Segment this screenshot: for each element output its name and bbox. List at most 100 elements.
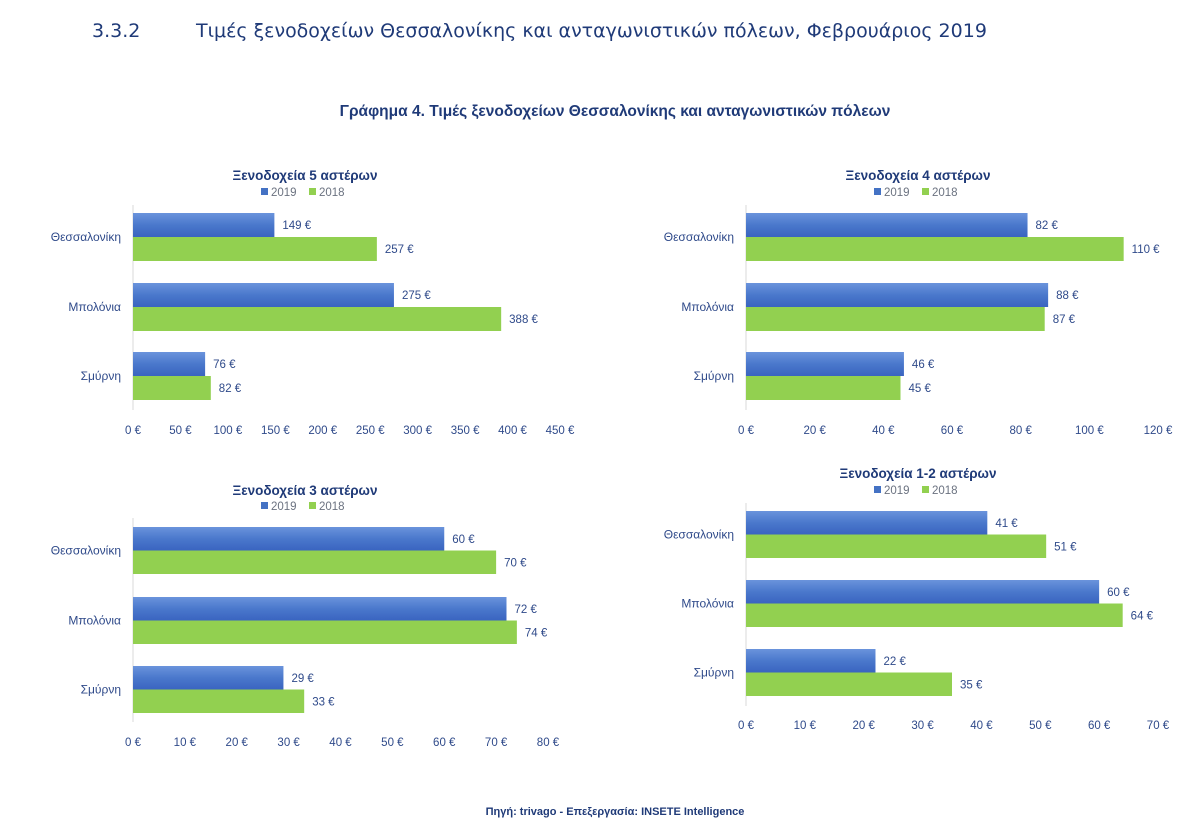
chart-title: Ξενοδοχεία 5 αστέρων [233, 168, 378, 183]
x-tick-label: 150 € [261, 425, 290, 437]
x-tick-label: 200 € [308, 425, 337, 437]
section-number: 3.3.2 [92, 20, 141, 42]
data-label-2018: 35 € [960, 679, 983, 691]
bar-2019-3 [746, 649, 876, 673]
category-label: Σμύρνη [81, 683, 121, 697]
chart-title: Ξενοδοχεία 3 αστέρων [233, 483, 378, 498]
x-tick-label: 70 € [1147, 720, 1170, 732]
chart-legend: 2019 2018 [261, 187, 345, 199]
data-label-2019: 275 € [402, 290, 431, 302]
chart-legend: 2019 2018 [261, 501, 345, 513]
data-label-2018: 388 € [509, 314, 538, 326]
category-label: Σμύρνη [694, 369, 734, 383]
data-label-2019: 82 € [1036, 220, 1059, 232]
data-label-2019: 72 € [515, 604, 538, 616]
x-tick-label: 20 € [803, 425, 826, 437]
x-tick-label: 300 € [403, 425, 432, 437]
legend-label-2018: 2018 [319, 501, 345, 513]
x-tick-label: 40 € [970, 720, 993, 732]
data-label-2018: 257 € [385, 244, 414, 256]
data-label-2019: 46 € [912, 359, 935, 371]
data-label-2019: 41 € [995, 518, 1018, 530]
legend-swatch-2019 [261, 502, 268, 509]
x-tick-label: 40 € [329, 737, 352, 749]
bar-2018-3 [133, 689, 305, 713]
data-label-2019: 149 € [282, 220, 311, 232]
legend-label-2019: 2019 [884, 485, 910, 497]
x-tick-label: 0 € [125, 737, 142, 749]
x-tick-label: 350 € [451, 425, 480, 437]
chart-panel-3: Ξενοδοχεία 3 αστέρων 2019 2018 Θεσσαλονίκη 6… [51, 483, 560, 749]
legend-label-2019: 2019 [271, 501, 297, 513]
legend-swatch-2018 [309, 502, 316, 509]
data-label-2019: 76 € [213, 359, 236, 371]
x-tick-label: 50 € [169, 425, 192, 437]
chart-legend: 2019 2018 [874, 485, 958, 497]
data-label-2018: 51 € [1054, 541, 1077, 553]
bar-2018-3 [746, 672, 952, 696]
bar-2019-3 [133, 666, 284, 690]
bar-2018-2 [133, 307, 502, 331]
x-tick-label: 60 € [941, 425, 964, 437]
legend-swatch-2019 [261, 188, 268, 195]
x-tick-label: 30 € [277, 737, 300, 749]
bar-2018-3 [746, 376, 901, 400]
x-tick-label: 400 € [498, 425, 527, 437]
bar-2018-1 [746, 237, 1124, 261]
legend-label-2018: 2018 [319, 187, 345, 199]
x-tick-label: 80 € [1009, 425, 1032, 437]
data-label-2018: 87 € [1053, 314, 1076, 326]
category-label: Θεσσαλονίκη [51, 230, 121, 244]
x-tick-label: 250 € [356, 425, 385, 437]
category-label: Θεσσαλονίκη [664, 230, 734, 244]
x-tick-label: 60 € [433, 737, 456, 749]
source-note: Πηγή: trivago - Επεξεργασία: INSETE Inte… [485, 806, 745, 818]
bar-2019-2 [133, 597, 507, 621]
chart-title: Ξενοδοχεία 4 αστέρων [846, 168, 991, 183]
x-tick-label: 0 € [738, 720, 755, 732]
section-title: Τιμές ξενοδοχείων Θεσσαλονίκης και ανταγ… [196, 20, 987, 42]
category-label: Θεσσαλονίκη [51, 544, 121, 558]
data-label-2019: 60 € [1107, 587, 1130, 599]
x-tick-label: 0 € [738, 425, 755, 437]
x-tick-label: 100 € [1075, 425, 1104, 437]
x-tick-label: 80 € [537, 737, 560, 749]
x-tick-label: 20 € [853, 720, 876, 732]
data-label-2018: 82 € [219, 383, 242, 395]
category-label: Μπολόνια [681, 300, 734, 314]
data-label-2018: 70 € [504, 557, 527, 569]
bar-2019-1 [746, 511, 988, 535]
legend-label-2019: 2019 [884, 187, 910, 199]
bar-2019-2 [746, 283, 1049, 307]
data-label-2019: 29 € [291, 673, 314, 685]
legend-swatch-2019 [874, 188, 881, 195]
x-tick-label: 10 € [174, 737, 197, 749]
legend-swatch-2018 [309, 188, 316, 195]
bar-2019-3 [746, 352, 904, 376]
x-tick-label: 0 € [125, 425, 142, 437]
bar-2019-1 [133, 213, 275, 237]
bar-2018-2 [746, 603, 1123, 627]
x-tick-label: 30 € [911, 720, 934, 732]
category-label: Μπολόνια [68, 614, 121, 628]
chart-panel-2: Ξενοδοχεία 4 αστέρων 2019 2018 Θεσσαλονίκη 8… [664, 168, 1173, 437]
chart-panel-4: Ξενοδοχεία 1-2 αστέρων 2019 2018 Θεσσαλονίκ… [664, 466, 1170, 732]
bar-2018-1 [133, 550, 497, 574]
figure-title: Γράφημα 4. Τιμές ξενοδοχείων Θεσσαλονίκη… [339, 103, 891, 120]
data-label-2018: 74 € [525, 627, 548, 639]
data-label-2018: 45 € [909, 383, 932, 395]
legend-swatch-2018 [922, 486, 929, 493]
legend-swatch-2019 [874, 486, 881, 493]
bar-2018-2 [746, 307, 1045, 331]
bar-2019-2 [746, 580, 1100, 604]
bar-2018-2 [133, 620, 517, 644]
chart-panel-1: Ξενοδοχεία 5 αστέρων 2019 2018 Θεσσαλονίκη 1… [51, 168, 575, 437]
x-tick-label: 70 € [485, 737, 508, 749]
bar-2019-1 [746, 213, 1028, 237]
x-tick-label: 120 € [1144, 425, 1173, 437]
x-tick-label: 50 € [1029, 720, 1052, 732]
x-tick-label: 100 € [213, 425, 242, 437]
chart-title: Ξενοδοχεία 1-2 αστέρων [840, 466, 997, 481]
bar-2018-3 [133, 376, 211, 400]
